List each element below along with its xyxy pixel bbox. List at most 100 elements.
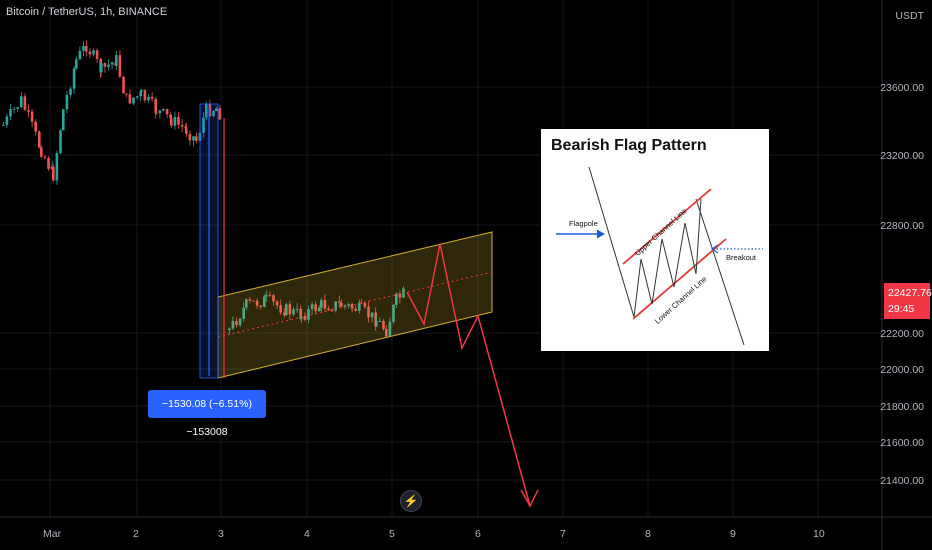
candle <box>360 302 363 304</box>
candle <box>340 302 343 307</box>
time-tick: 10 <box>813 528 825 540</box>
candle <box>55 153 59 181</box>
candle <box>195 136 198 141</box>
flagpole-label: Flagpole <box>569 219 598 228</box>
price-tick: 21800.00 <box>880 401 924 413</box>
candle <box>65 94 69 110</box>
candle <box>279 305 282 313</box>
candle <box>343 305 347 307</box>
price-tick: 21600.00 <box>880 437 924 449</box>
candle <box>395 293 398 305</box>
candle <box>367 306 370 318</box>
diagram-breakout-arrowhead <box>710 244 719 254</box>
time-tick: 9 <box>730 528 736 540</box>
time-tick: 4 <box>304 528 310 540</box>
time-tick: 7 <box>560 528 566 540</box>
candle <box>235 320 238 326</box>
candle <box>75 59 78 69</box>
price-tick: 21400.00 <box>880 475 924 487</box>
candle <box>135 96 139 98</box>
diagram-title: Bearish Flag Pattern <box>551 137 707 154</box>
candle <box>363 303 367 307</box>
candle <box>173 117 177 126</box>
bearish-flag-diagram: Bearish Flag Pattern Flagpole Upper Chan… <box>541 129 769 351</box>
candle <box>47 158 50 169</box>
candle <box>139 91 142 97</box>
candle <box>283 312 286 316</box>
candle <box>350 304 354 309</box>
candle <box>385 329 388 337</box>
time-tick: Mar <box>43 528 62 540</box>
candle <box>128 94 132 104</box>
projection-arrowhead <box>520 489 539 508</box>
candle <box>85 45 88 52</box>
diagram-lower-channel <box>632 238 727 320</box>
candle <box>255 300 259 306</box>
candle <box>252 300 255 302</box>
candle <box>188 134 192 141</box>
time-tick: 3 <box>218 528 224 540</box>
candle <box>314 304 317 312</box>
candle <box>347 304 350 306</box>
candle <box>265 294 268 297</box>
candle <box>52 166 55 181</box>
candle <box>374 312 377 327</box>
channel-midline <box>217 271 493 338</box>
candle <box>140 89 143 92</box>
candle <box>185 128 188 135</box>
price-tick: 23600.00 <box>880 82 924 94</box>
candle <box>303 316 307 320</box>
lightning-icon[interactable]: ⚡ <box>400 490 422 512</box>
candle <box>180 124 184 127</box>
candle <box>82 45 85 51</box>
price-tick: 22800.00 <box>880 220 924 232</box>
candle <box>170 118 173 126</box>
candle <box>238 318 242 326</box>
diagram-flagpole-arrowhead <box>596 229 606 239</box>
candle <box>110 62 114 65</box>
candle <box>288 304 292 315</box>
candle <box>118 55 122 77</box>
candle <box>242 307 245 319</box>
candle <box>205 103 208 118</box>
candle <box>40 147 43 157</box>
candle <box>299 308 302 319</box>
candle <box>158 110 162 114</box>
diagram-pole-line <box>588 166 635 318</box>
candle <box>177 117 180 125</box>
diagram-upper-channel <box>622 188 712 265</box>
projection-path <box>406 243 531 507</box>
candle <box>92 50 95 55</box>
candle <box>388 321 392 337</box>
candle <box>320 299 323 308</box>
time-tick: 8 <box>645 528 651 540</box>
candle <box>34 121 37 132</box>
candle <box>69 88 72 95</box>
candle <box>208 103 212 117</box>
candle <box>228 328 231 330</box>
candle <box>72 68 76 89</box>
candle <box>192 136 195 141</box>
breakout-label: Breakout <box>726 253 757 262</box>
candle <box>375 320 378 327</box>
candle <box>275 301 279 306</box>
candle <box>378 320 382 322</box>
drawing-tools[interactable] <box>199 103 539 508</box>
candle <box>323 299 327 309</box>
candle <box>38 131 41 148</box>
candle-countdown: 29:45 <box>888 303 915 315</box>
candle <box>231 320 235 329</box>
candle <box>16 107 19 109</box>
candle <box>338 301 341 303</box>
candle <box>62 109 65 131</box>
candle <box>392 304 395 322</box>
candle <box>27 109 30 112</box>
candle <box>212 111 215 117</box>
candle <box>165 108 169 115</box>
candle <box>132 97 135 104</box>
candle <box>334 301 337 311</box>
candle <box>59 130 62 154</box>
candle <box>43 156 47 159</box>
candle <box>218 108 222 120</box>
